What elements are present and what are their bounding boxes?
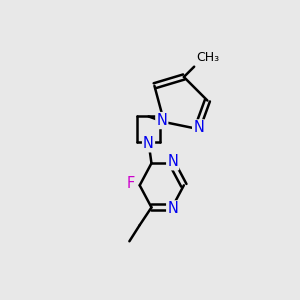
Text: CH₃: CH₃ <box>196 51 219 64</box>
Text: N: N <box>167 154 178 169</box>
Text: N: N <box>143 136 154 151</box>
Text: F: F <box>126 176 134 191</box>
Text: N: N <box>156 113 167 128</box>
Text: N: N <box>193 120 204 135</box>
Text: N: N <box>167 201 178 216</box>
